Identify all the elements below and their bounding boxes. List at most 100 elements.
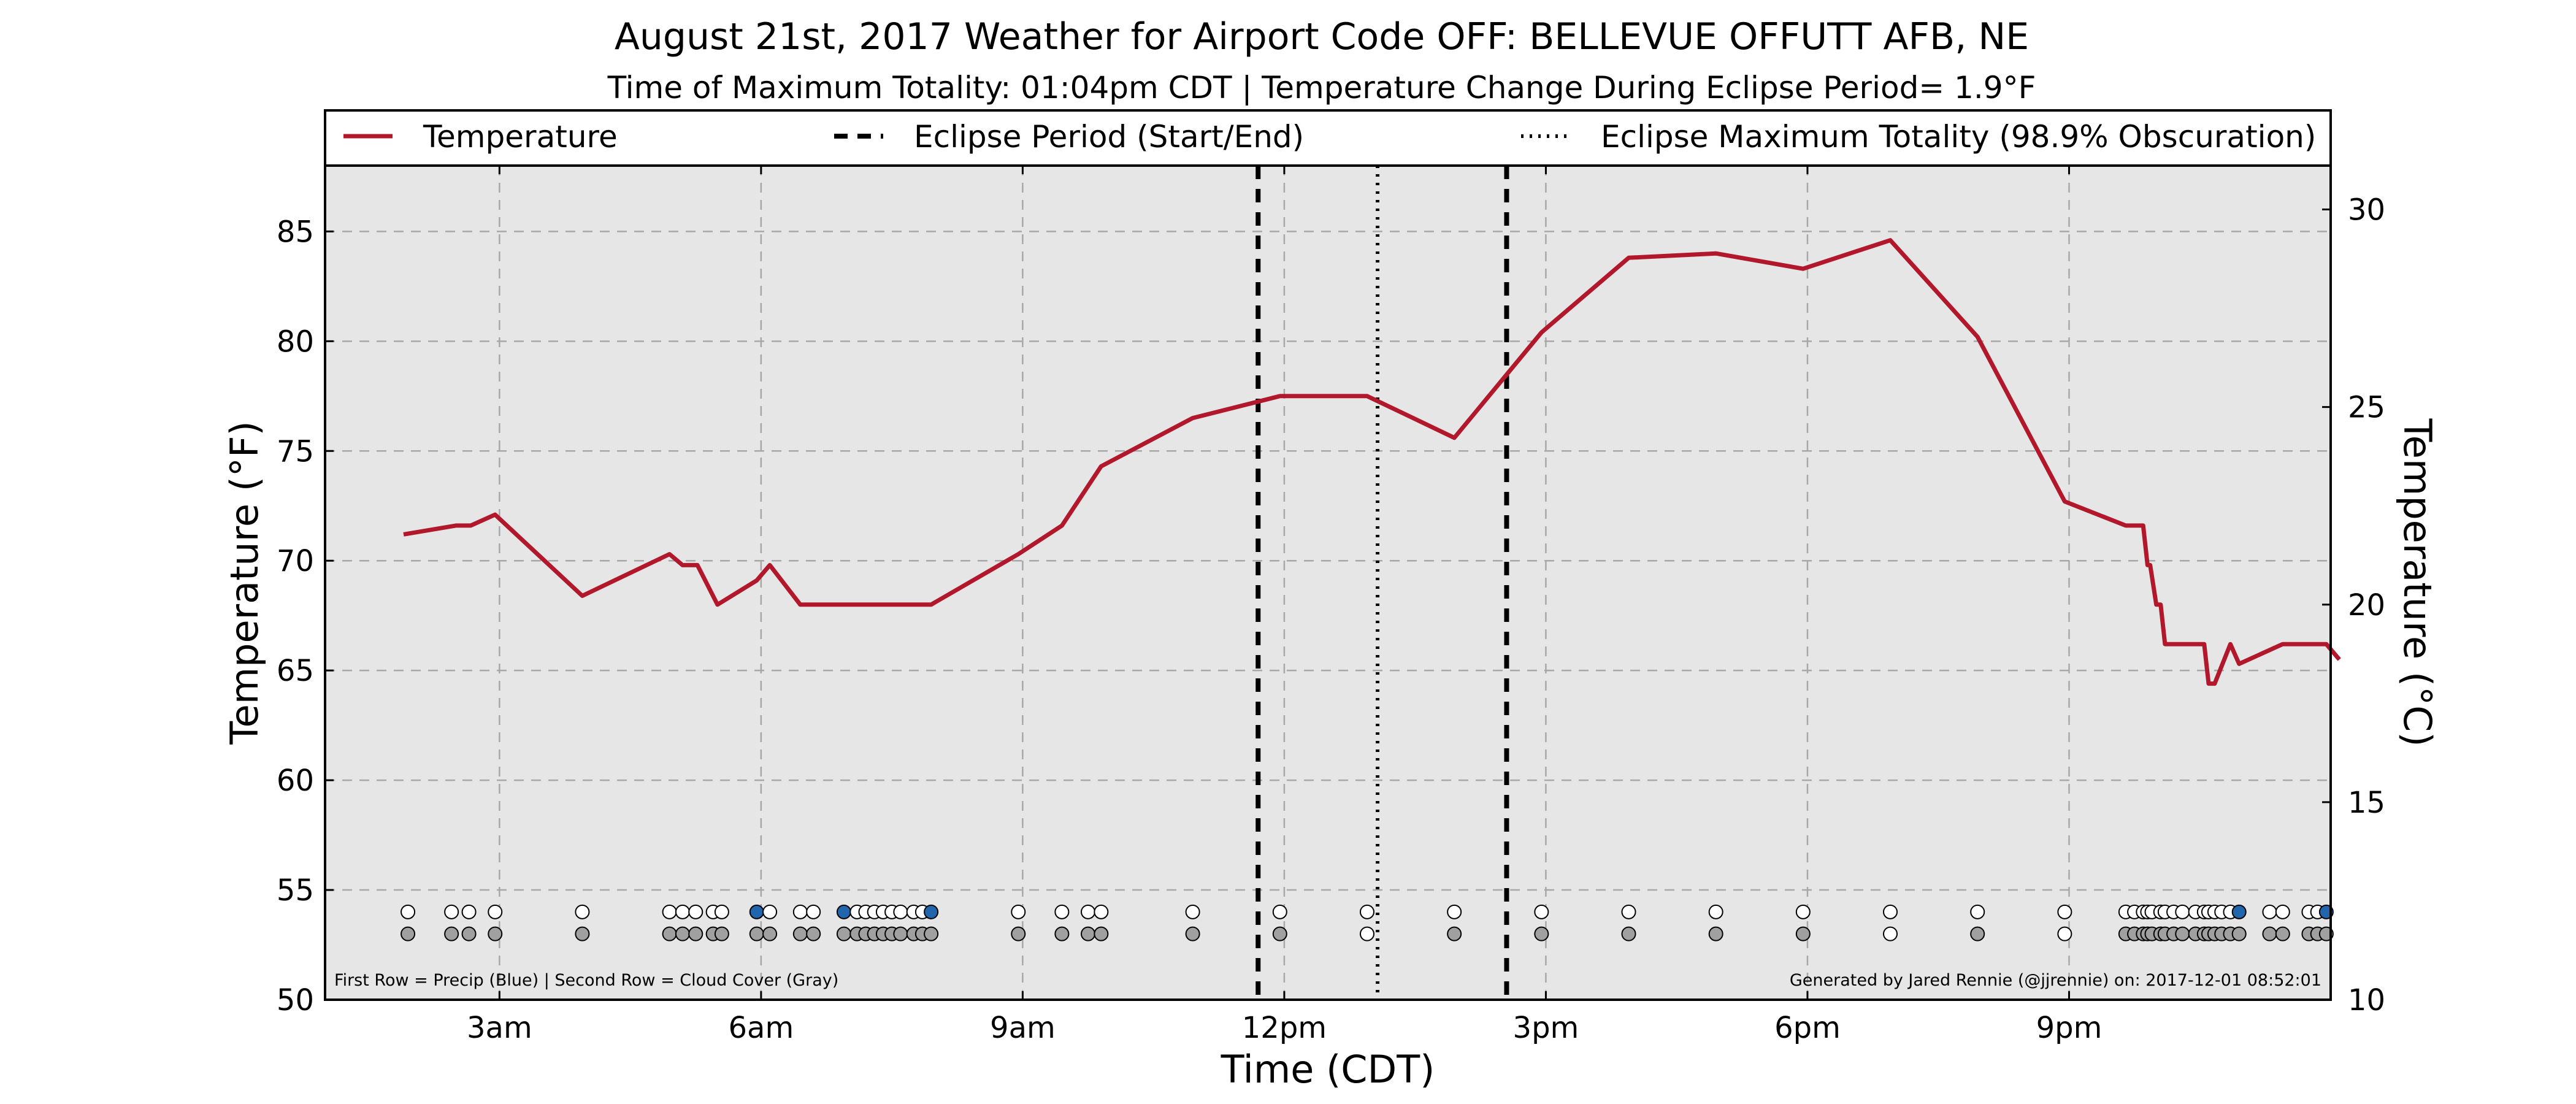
x-axis-title: Time (CDT) xyxy=(1221,1047,1435,1092)
precip-marker xyxy=(401,904,416,919)
cloud-cover-marker xyxy=(2262,926,2277,941)
cloud-cover-marker xyxy=(762,926,778,941)
precip-marker xyxy=(836,904,851,919)
precip-marker xyxy=(924,904,939,919)
y-axis-right-title: Temperature (°C) xyxy=(2395,418,2440,746)
precip-marker xyxy=(1621,904,1636,919)
precip-marker xyxy=(1011,904,1026,919)
precip-marker xyxy=(762,904,778,919)
precip-marker xyxy=(792,904,808,919)
precip-marker xyxy=(749,904,764,919)
y-tick-label: 80 xyxy=(277,324,314,359)
y-tick-label: 85 xyxy=(277,215,314,249)
cloud-cover-marker xyxy=(1185,926,1200,941)
y-right-tick-label: 30 xyxy=(2348,193,2385,228)
x-tick-label: 9am xyxy=(990,1011,1056,1045)
precip-marker xyxy=(714,904,729,919)
cloud-cover-marker xyxy=(1011,926,1026,941)
y-tick-label: 60 xyxy=(277,764,314,798)
precip-marker xyxy=(1883,904,1898,919)
y-tick-label: 65 xyxy=(277,654,314,688)
precip-marker xyxy=(893,904,908,919)
x-tick-label: 12pm xyxy=(1242,1011,1327,1045)
eclipse-lines xyxy=(1255,166,1509,1000)
cloud-cover-marker xyxy=(675,926,690,941)
x-tick-label: 6pm xyxy=(1774,1011,1841,1045)
cloud-cover-marker xyxy=(1534,926,1549,941)
cloud-cover-marker xyxy=(2057,926,2072,941)
precip-marker xyxy=(444,904,459,919)
precip-marker xyxy=(461,904,477,919)
precip-marker xyxy=(1970,904,1985,919)
cloud-cover-marker xyxy=(1621,926,1636,941)
x-tick-label: 9pm xyxy=(2036,1011,2103,1045)
precip-marker xyxy=(1359,904,1374,919)
precip-marker xyxy=(1795,904,1811,919)
y-right-tick-label: 25 xyxy=(2348,391,2385,425)
cloud-cover-marker xyxy=(714,926,729,941)
cloud-cover-marker xyxy=(2231,926,2247,941)
cloud-cover-marker xyxy=(2275,926,2290,941)
cloud-cover-marker xyxy=(1970,926,1985,941)
x-axis: 3am 6am 9am 12pm 3pm 6pm 9pm xyxy=(467,166,2102,1045)
cloud-cover-marker xyxy=(792,926,808,941)
precip-marker xyxy=(2262,904,2277,919)
temperature-line xyxy=(403,238,2341,686)
series-group xyxy=(403,238,2341,686)
precip-marker xyxy=(1185,904,1200,919)
y-axis-left: 50 55 60 65 70 75 80 85 xyxy=(277,215,334,1018)
legend-eclipse-period-label: Eclipse Period (Start/End) xyxy=(914,119,1304,155)
y-tick-label: 70 xyxy=(277,544,314,578)
cloud-cover-marker xyxy=(1081,926,1096,941)
chart-subtitle: Time of Maximum Totality: 01:04pm CDT | … xyxy=(607,70,2036,105)
cloud-cover-marker xyxy=(1272,926,1287,941)
precip-marker xyxy=(1708,904,1723,919)
cloud-cover-marker xyxy=(488,926,503,941)
y-tick-label: 55 xyxy=(277,873,314,908)
y-tick-label: 75 xyxy=(277,434,314,469)
cloud-cover-marker xyxy=(1094,926,1109,941)
y-right-tick-label: 20 xyxy=(2348,588,2385,623)
precip-marker xyxy=(2275,904,2290,919)
legend-max-totality-label: Eclipse Maximum Totality (98.9% Obscurat… xyxy=(1601,119,2316,155)
x-tick-label: 6am xyxy=(729,1011,794,1045)
plot-area xyxy=(325,166,2331,1000)
y-axis-title: Temperature (°F) xyxy=(222,421,267,745)
cloud-cover-marker xyxy=(924,926,939,941)
observation-markers xyxy=(401,904,2334,941)
precip-marker xyxy=(688,904,703,919)
x-tick-label: 3pm xyxy=(1513,1011,1579,1045)
precip-marker xyxy=(2231,904,2247,919)
precip-marker xyxy=(2057,904,2072,919)
cloud-cover-marker xyxy=(1708,926,1723,941)
cloud-cover-marker xyxy=(749,926,764,941)
precip-marker xyxy=(2175,904,2190,919)
cloud-cover-marker xyxy=(893,926,908,941)
precip-marker xyxy=(1534,904,1549,919)
chart-title: August 21st, 2017 Weather for Airport Co… xyxy=(615,15,2029,58)
cloud-cover-marker xyxy=(662,926,677,941)
marker-legend-note: First Row = Precip (Blue) | Second Row =… xyxy=(334,971,838,990)
cloud-cover-marker xyxy=(444,926,459,941)
cloud-cover-marker xyxy=(836,926,851,941)
cloud-cover-marker xyxy=(1447,926,1462,941)
legend-temperature-label: Temperature xyxy=(423,119,618,155)
cloud-cover-marker xyxy=(688,926,703,941)
precip-marker xyxy=(675,904,690,919)
plot-frame xyxy=(324,164,2332,1001)
precip-marker xyxy=(662,904,677,919)
precip-marker xyxy=(1094,904,1109,919)
precip-marker xyxy=(1272,904,1287,919)
precip-marker xyxy=(1054,904,1070,919)
precip-marker xyxy=(488,904,503,919)
precip-marker xyxy=(575,904,590,919)
cloud-cover-marker xyxy=(1359,926,1374,941)
cloud-cover-marker xyxy=(461,926,477,941)
cloud-cover-marker xyxy=(1795,926,1811,941)
precip-marker xyxy=(1447,904,1462,919)
precip-marker xyxy=(806,904,821,919)
x-tick-label: 3am xyxy=(467,1011,532,1045)
y-right-tick-label: 10 xyxy=(2348,983,2385,1018)
y-axis-right: 10 15 20 25 30 xyxy=(2322,193,2385,1018)
